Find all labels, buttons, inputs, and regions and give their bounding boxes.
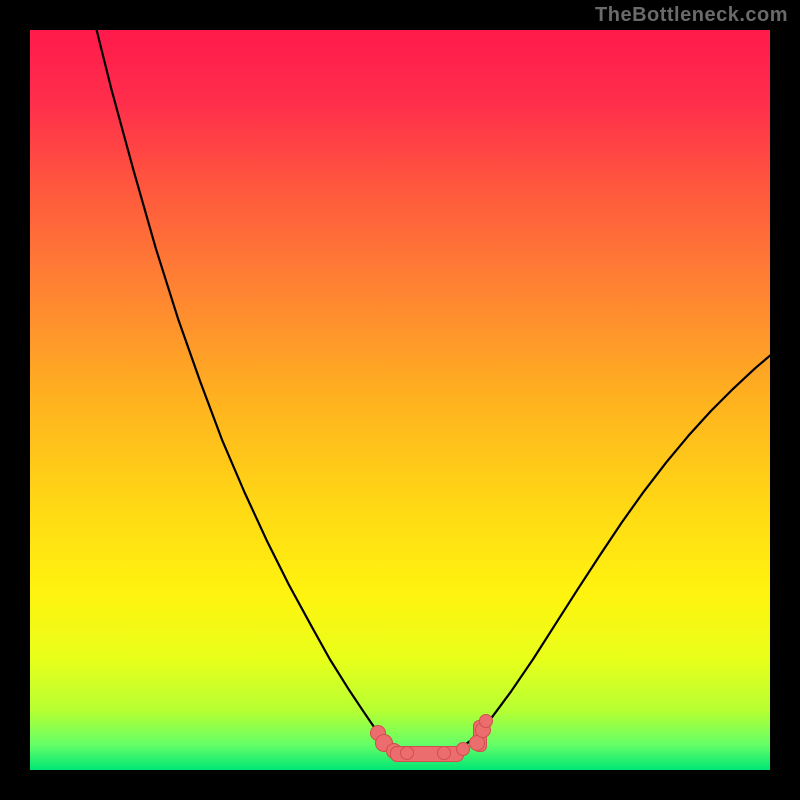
- data-marker: [456, 742, 470, 756]
- watermark-text: TheBottleneck.com: [595, 4, 788, 27]
- data-marker: [400, 746, 414, 760]
- data-marker: [437, 746, 451, 760]
- chart-container: TheBottleneck.com: [0, 0, 800, 800]
- plot-area: [30, 30, 770, 770]
- bottleneck-curve: [30, 30, 770, 770]
- data-marker: [479, 714, 493, 728]
